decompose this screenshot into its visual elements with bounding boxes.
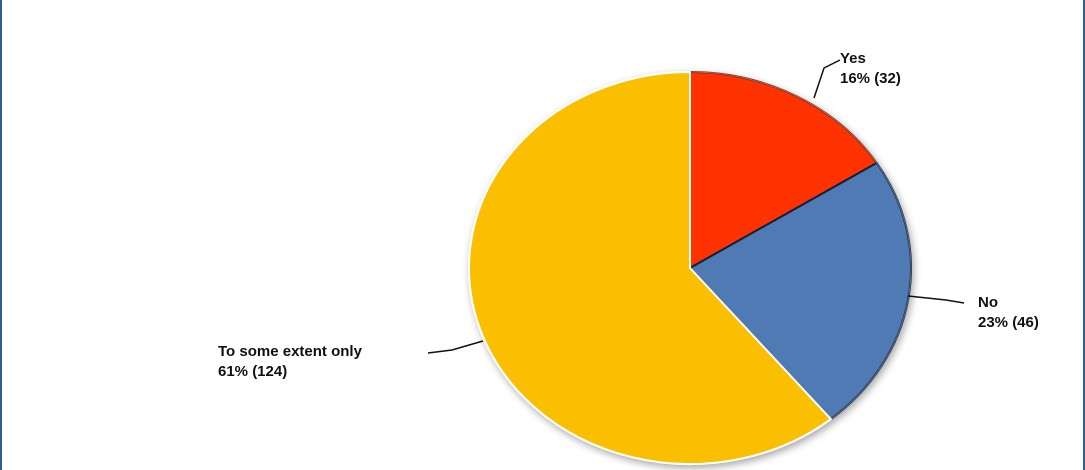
pie-rim — [468, 71, 912, 465]
pie-slice-to-some-extent-only — [468, 71, 832, 465]
slice-label-no: No — [978, 294, 998, 311]
pie-slice-yes — [689, 71, 878, 269]
slice-label-yes: Yes — [840, 50, 866, 67]
slice-value-no: 23% (46) — [978, 314, 1039, 331]
leader-line-to-some-extent-only — [427, 340, 484, 354]
slice-label-to-some-extent-only: To some extent only — [218, 343, 363, 360]
pie-slice-no — [689, 161, 912, 421]
pie-slices — [468, 71, 912, 465]
slice-value-yes: 16% (32) — [840, 70, 901, 87]
leader-line-yes — [813, 59, 841, 99]
slice-value-to-some-extent-only: 61% (124) — [218, 363, 287, 380]
leader-line-no — [907, 295, 965, 304]
